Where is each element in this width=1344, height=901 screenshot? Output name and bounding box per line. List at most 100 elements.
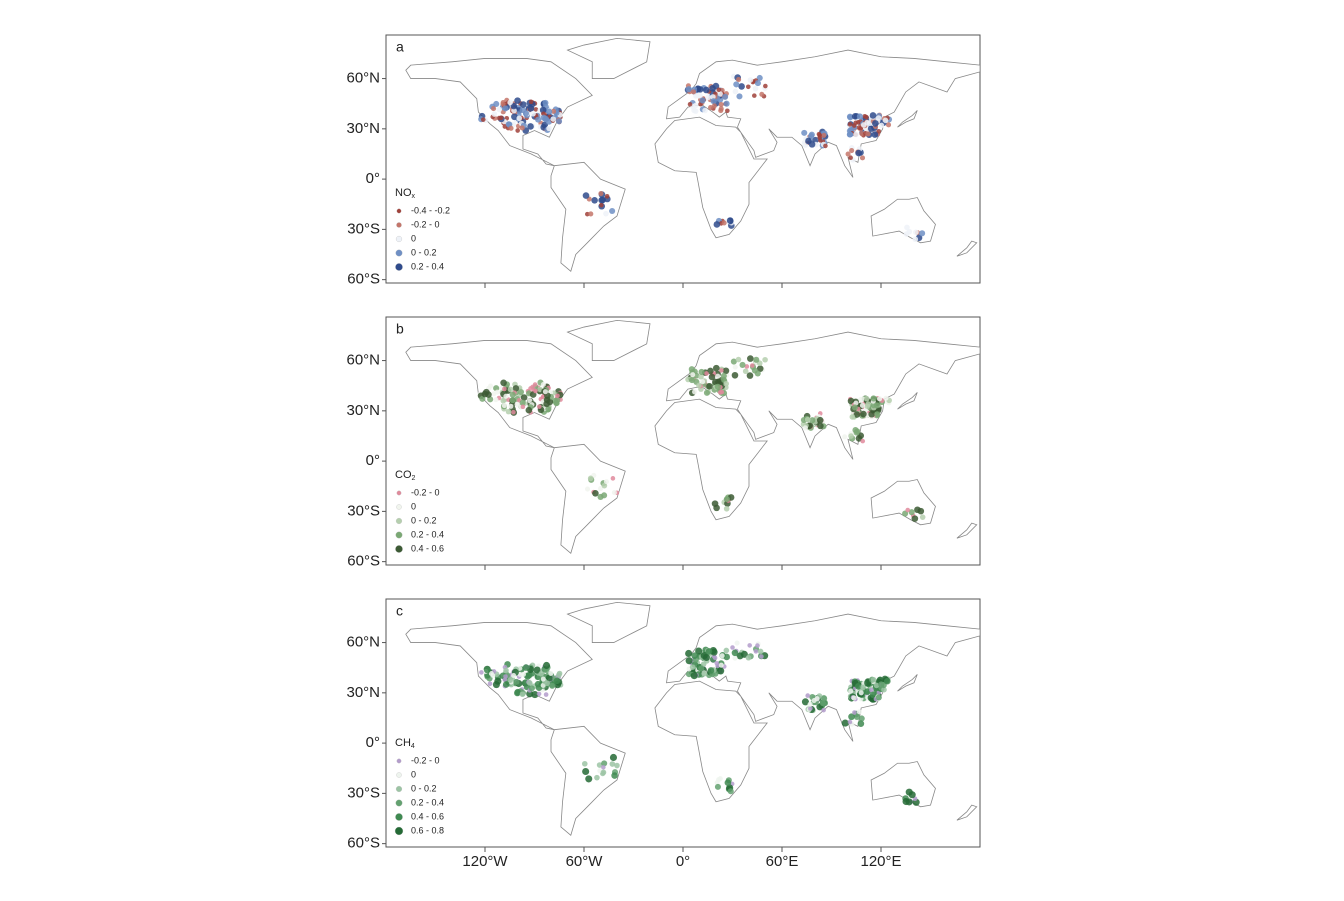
site-dot <box>502 681 510 688</box>
site-dot <box>723 647 730 654</box>
legend-swatch <box>395 799 403 807</box>
site-dot <box>536 691 542 697</box>
site-dot <box>604 194 610 199</box>
site-dot <box>501 402 507 409</box>
site-dot <box>487 383 494 389</box>
site-dot <box>853 131 859 138</box>
site-dot <box>519 125 525 131</box>
legend-title-main: NO <box>395 187 412 199</box>
site-dot <box>871 131 879 138</box>
site-dot <box>848 713 855 721</box>
site-dot <box>912 236 919 243</box>
site-dot <box>821 707 826 713</box>
site-dot <box>601 492 608 499</box>
site-dot <box>493 100 500 108</box>
lat-tick-label: 60°N <box>346 352 380 369</box>
site-dot <box>697 92 703 99</box>
site-dot <box>507 677 513 683</box>
site-dot <box>731 371 739 379</box>
site-dot <box>859 155 866 161</box>
site-dot <box>869 691 877 699</box>
site-dot <box>715 373 721 379</box>
site-dot <box>585 775 593 783</box>
site-dot <box>905 798 913 806</box>
lon-tick-label: 120°E <box>860 853 901 870</box>
site-dot <box>919 230 926 237</box>
site-dot <box>849 147 855 154</box>
site-dot <box>819 700 827 707</box>
site-dot <box>723 653 731 661</box>
site-dot <box>691 652 699 659</box>
legend-label: -0.2 - 0 <box>411 487 440 497</box>
site-dot <box>816 416 824 424</box>
site-dot <box>746 372 754 379</box>
site-dot <box>540 676 546 682</box>
site-dot <box>752 85 759 92</box>
site-dot <box>609 207 616 215</box>
land <box>550 161 626 272</box>
land <box>870 761 936 808</box>
legend-swatch <box>395 545 403 553</box>
site-dot <box>705 94 711 101</box>
site-dot <box>752 93 757 98</box>
site-dot <box>853 400 859 406</box>
legend-swatch <box>395 263 403 271</box>
site-dot <box>511 673 517 679</box>
legend-label: 0.2 - 0.4 <box>411 529 444 539</box>
site-dot <box>823 143 828 149</box>
site-dot <box>719 653 725 659</box>
site-dot <box>718 102 724 108</box>
land <box>897 392 918 410</box>
site-dot <box>699 97 706 104</box>
panel-label: b <box>396 321 404 337</box>
site-dot <box>849 414 856 420</box>
legend-title: NOx <box>395 187 416 200</box>
site-dot <box>603 479 610 485</box>
lat-tick-label: 60°S <box>347 835 380 852</box>
legend-swatch <box>394 826 404 836</box>
legend-swatch <box>395 249 403 257</box>
map-panel: c 60°N 30°N 0° 30°S 60°S 120°W 60°W 0° 60°E 120°E C… <box>346 598 981 870</box>
site-dot <box>700 379 706 385</box>
site-dot <box>528 99 534 105</box>
site-dot <box>520 671 527 677</box>
site-dot <box>479 670 484 675</box>
legend-label: 0.2 - 0.4 <box>411 261 444 271</box>
site-dot <box>503 674 508 679</box>
site-dot <box>596 762 603 768</box>
site-dot <box>690 372 696 378</box>
site-dot <box>857 720 865 727</box>
site-dot <box>546 125 552 132</box>
site-dot <box>511 107 517 114</box>
legend-label: -0.4 - -0.2 <box>411 205 450 215</box>
lat-tick-label: 30°S <box>347 784 380 801</box>
site-dot <box>484 666 491 674</box>
site-dot <box>755 643 760 648</box>
legend-title-sub: 2 <box>412 475 416 482</box>
site-dot <box>855 149 862 157</box>
site-dot <box>522 664 530 671</box>
site-dot <box>847 122 853 127</box>
site-dot <box>543 661 551 670</box>
site-dot <box>582 192 590 199</box>
land <box>654 680 768 803</box>
site-dot <box>498 115 504 121</box>
site-dot <box>863 395 870 402</box>
site-dot <box>854 682 862 690</box>
site-dot <box>738 83 745 90</box>
site-dot <box>698 373 704 380</box>
site-dot <box>696 382 702 389</box>
site-dot <box>520 101 527 108</box>
site-dot <box>762 356 768 363</box>
site-dot <box>714 783 721 790</box>
site-dot <box>869 687 874 693</box>
site-dot <box>763 83 768 89</box>
site-dot <box>525 406 533 414</box>
site-dot <box>516 115 523 122</box>
legend-swatch <box>396 222 402 228</box>
site-dot <box>874 411 881 418</box>
legend-swatch <box>395 531 403 539</box>
land-group <box>405 37 980 272</box>
site-dot <box>744 364 750 369</box>
site-dot <box>852 710 857 715</box>
